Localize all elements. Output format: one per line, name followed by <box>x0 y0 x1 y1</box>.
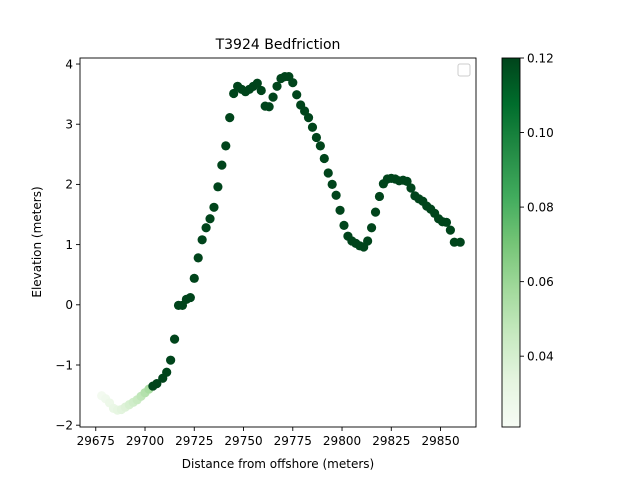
data-point <box>166 355 176 365</box>
x-tick-label: 29675 <box>77 434 115 448</box>
legend-box <box>457 63 471 77</box>
data-point <box>363 236 373 246</box>
data-point <box>315 141 325 151</box>
x-tick-label: 29750 <box>224 434 262 448</box>
data-point <box>307 122 318 132</box>
y-axis-label: Elevation (meters) <box>30 186 44 297</box>
data-point <box>300 106 310 116</box>
data-point <box>201 223 211 233</box>
x-tick-label: 29850 <box>421 434 459 448</box>
data-point <box>303 112 314 123</box>
data-point <box>169 334 180 344</box>
colorbar-tick-label: 0.04 <box>527 349 554 363</box>
x-axis-label: Distance from offshore (meters) <box>182 457 374 471</box>
data-point <box>319 153 329 164</box>
data-point <box>455 237 465 247</box>
x-axis: 29675 29700 29725 29750 29775 29800 29825 29850 <box>77 427 460 448</box>
y-tick-label: 0 <box>65 298 73 312</box>
colorbar-tick-label: 0.10 <box>527 126 554 140</box>
data-point <box>189 273 199 283</box>
x-tick-label: 29825 <box>372 434 410 448</box>
data-point <box>205 214 215 224</box>
data-point <box>406 183 416 193</box>
data-point <box>264 102 274 112</box>
data-point <box>162 367 172 377</box>
y-tick-label: −2 <box>55 418 73 432</box>
data-point <box>197 235 207 245</box>
data-point <box>185 292 195 303</box>
data-point <box>292 90 302 100</box>
y-tick-label: 2 <box>65 178 73 192</box>
colorbar-tick-label: 0.12 <box>527 51 554 65</box>
data-point <box>252 78 262 88</box>
data-point <box>225 112 235 123</box>
y-tick-label: 3 <box>65 118 73 132</box>
data-point <box>221 141 231 151</box>
data-point <box>339 220 349 230</box>
data-point <box>441 217 452 227</box>
x-tick-label: 29800 <box>323 434 361 448</box>
data-point <box>268 92 278 102</box>
data-point <box>193 253 203 263</box>
y-tick-label: 4 <box>65 57 73 71</box>
data-point <box>288 78 298 88</box>
data-point <box>335 205 345 215</box>
x-tick-label: 29775 <box>274 434 312 448</box>
data-point <box>311 132 322 143</box>
data-point <box>331 190 341 200</box>
colorbar-axis: 0.04 0.06 0.08 0.10 0.12 <box>520 51 554 363</box>
data-point <box>229 88 239 99</box>
data-point <box>323 168 333 178</box>
data-point <box>217 160 227 170</box>
x-tick-label: 29700 <box>126 434 164 448</box>
data-point <box>402 176 412 186</box>
chart-title: T3924 Bedfriction <box>215 37 341 53</box>
data-point <box>445 225 455 235</box>
colorbar-tick-label: 0.06 <box>527 275 554 289</box>
plot-frame <box>79 57 477 428</box>
data-point <box>152 379 162 389</box>
y-axis: −2 −1 0 1 2 3 4 <box>55 57 80 432</box>
points-layer <box>97 72 465 415</box>
data-point <box>370 207 381 217</box>
data-point <box>374 191 385 202</box>
data-point <box>209 202 219 212</box>
colorbar-tick-label: 0.08 <box>527 200 554 214</box>
data-point <box>366 223 377 233</box>
y-tick-label: 1 <box>65 238 73 252</box>
data-point <box>213 182 223 192</box>
y-tick-label: −1 <box>55 358 73 372</box>
data-point <box>272 81 282 91</box>
data-point <box>256 85 266 96</box>
colorbar <box>501 57 521 428</box>
data-point <box>327 179 337 190</box>
x-tick-label: 29725 <box>175 434 213 448</box>
